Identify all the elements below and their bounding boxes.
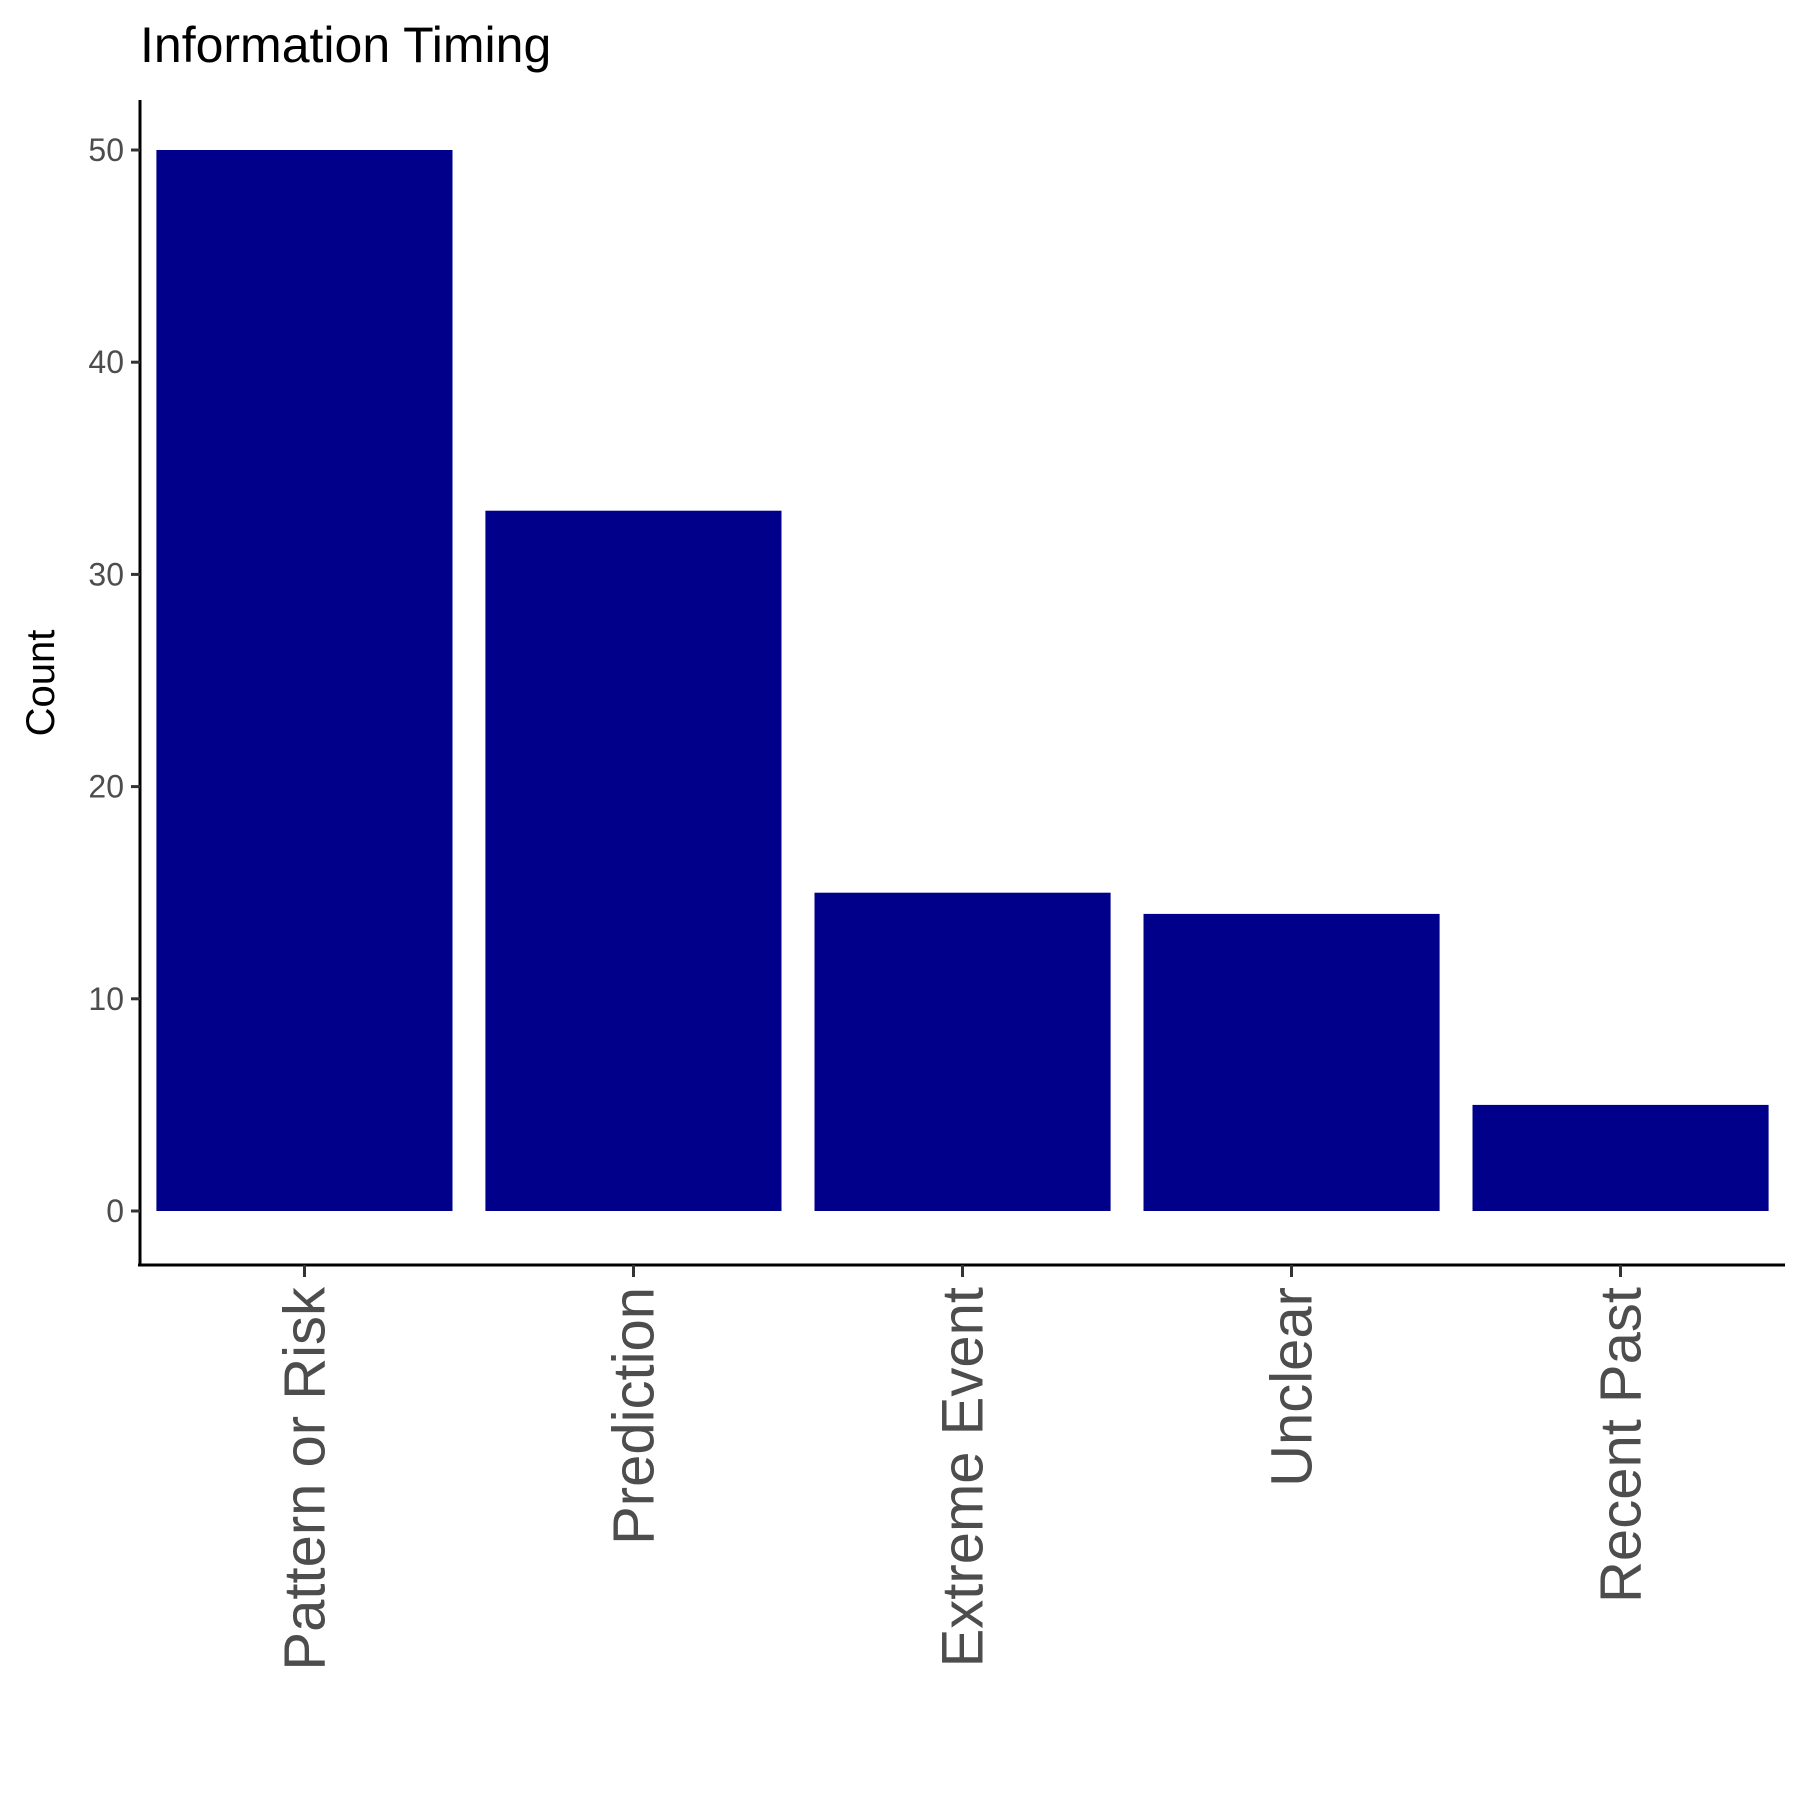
bar-unclear (1143, 913, 1440, 1211)
x-axis: Pattern or Risk Prediction Extreme Event Un… (138, 1263, 1785, 1671)
chart-title: Information Timing (140, 17, 551, 73)
y-tick-label: 10 (88, 981, 124, 1017)
y-tick-label: 0 (106, 1193, 124, 1229)
x-tick-label: Prediction (602, 1287, 667, 1545)
y-tick-label: 50 (88, 132, 124, 168)
bar-extreme-event (814, 892, 1111, 1211)
x-tick-label: Pattern or Risk (273, 1286, 338, 1671)
bar-recent-past (1472, 1104, 1769, 1211)
y-tick-label: 20 (88, 769, 124, 805)
x-tick-label: Extreme Event (931, 1287, 996, 1667)
y-tick-label: 40 (88, 344, 124, 380)
y-tick-label: 30 (88, 556, 124, 592)
x-tick-label: Unclear (1260, 1287, 1325, 1487)
y-axis: 0 10 20 30 40 50 (88, 100, 142, 1265)
bar-prediction (485, 510, 782, 1211)
y-axis-label: Count (19, 630, 63, 737)
x-tick-label: Recent Past (1589, 1287, 1654, 1603)
bars-group (156, 150, 1769, 1211)
bar-pattern-or-risk (156, 150, 453, 1211)
